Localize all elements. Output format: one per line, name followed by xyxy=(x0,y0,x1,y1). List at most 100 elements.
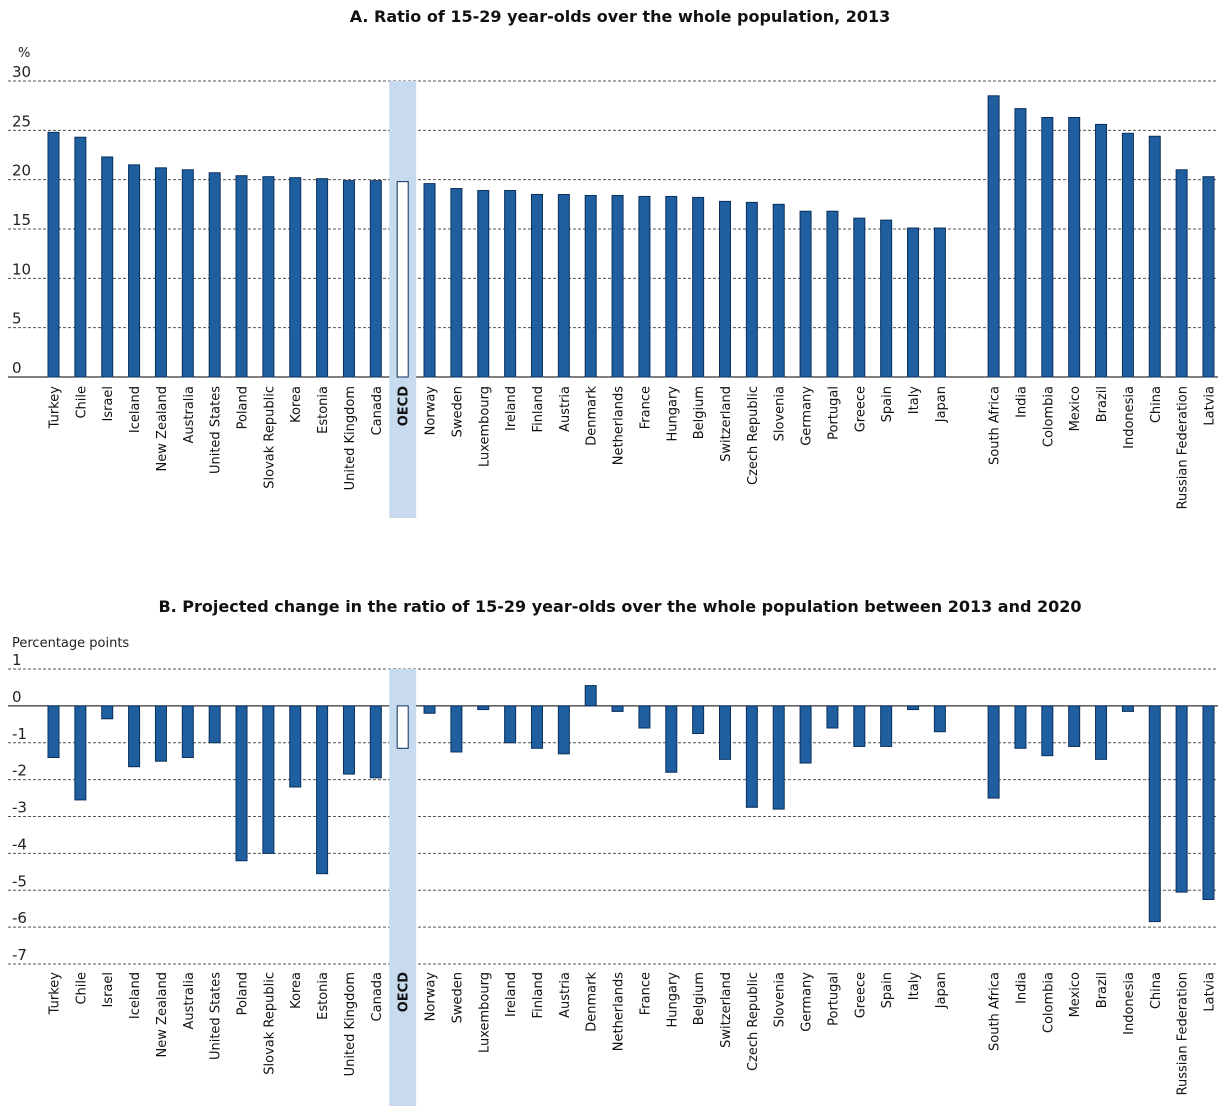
panel-a-category-label: Italy xyxy=(907,386,922,415)
panel-a-bar xyxy=(638,195,651,378)
panel-a-bar xyxy=(1041,117,1054,378)
panel-a-title: A. Ratio of 15-29 year-olds over the who… xyxy=(350,7,891,26)
panel-b-bar xyxy=(719,705,731,760)
panel-b-category-label: Spain xyxy=(880,972,895,1008)
panel-a-bar xyxy=(128,164,141,378)
panel-a-bar xyxy=(181,169,194,378)
panel-a-bar xyxy=(530,193,543,378)
panel-a-category-label: Japan xyxy=(934,386,949,423)
panel-a-bar xyxy=(316,178,329,378)
panel-a-bar xyxy=(369,180,382,378)
panel-a-bar xyxy=(47,131,60,378)
panel-a-bar xyxy=(1068,117,1081,378)
panel-b-bar xyxy=(477,705,490,711)
panel-b-category-label: Portugal xyxy=(826,972,841,1026)
panel-b-category-label: France xyxy=(638,972,653,1015)
panel-b-category-label: Mexico xyxy=(1068,972,1083,1017)
panel-b-category-label: Korea xyxy=(289,972,304,1009)
panel-b-category-label: New Zealand xyxy=(155,972,170,1057)
panel-a-y-unit: % xyxy=(18,46,30,61)
panel-a-bar xyxy=(907,227,920,378)
panel-a-category-label: Belgium xyxy=(692,386,707,439)
panel-a-bar xyxy=(853,217,866,378)
panel-a-category-label: Turkey xyxy=(48,386,63,430)
panel-b-category-label: United Kingdom xyxy=(343,972,358,1076)
panel-b-category-label: Brazil xyxy=(1095,972,1110,1008)
panel-a-bar xyxy=(342,180,355,378)
panel-a-bar xyxy=(423,183,436,378)
panel-a-category-label: Canada xyxy=(370,386,385,435)
panel-b-bar xyxy=(396,705,409,749)
panel-b-bar xyxy=(1202,705,1215,900)
panel-a-bar xyxy=(477,190,490,378)
panel-a-y-tick-label: 25 xyxy=(12,112,31,130)
panel-b-category-label: Canada xyxy=(370,972,385,1021)
panel-a-bar xyxy=(396,181,409,378)
panel-b-bar xyxy=(1175,705,1188,893)
panel-b-bar xyxy=(342,705,355,775)
panel-a-y-ticks: 0 5 10 15 20 25 30 xyxy=(12,63,31,377)
panel-a-bar xyxy=(799,210,812,378)
panel-a-category-label: Spain xyxy=(880,386,895,422)
panel-b-y-tick-label: -4 xyxy=(12,835,27,853)
panel-a-bar xyxy=(880,219,893,378)
panel-b-bar xyxy=(208,705,221,744)
panel-b-category-label: Germany xyxy=(800,972,815,1032)
panel-b-bar xyxy=(557,705,570,755)
panel-b-bar xyxy=(101,705,114,720)
panel-a-category-label: Germany xyxy=(800,386,815,446)
panel-b-category-label: Russian Federation xyxy=(1176,972,1191,1095)
panel-b-category-label: Czech Republic xyxy=(746,972,761,1071)
panel-b-bar xyxy=(1148,705,1161,923)
panel-a-category-label: Mexico xyxy=(1068,386,1083,431)
panel-a-category-label: China xyxy=(1149,386,1164,423)
panel-b-y-ticks: 1 0 -1 -2 -3 -4 -5 -6 -7 xyxy=(12,651,27,964)
panel-a-category-label: Indonesia xyxy=(1122,386,1137,449)
panel-b-bar xyxy=(1014,705,1027,749)
panel-a-bars xyxy=(47,95,1215,378)
panel-a-bar xyxy=(1148,135,1161,378)
panel-b-y-tick-label: 0 xyxy=(12,688,22,706)
panel-a-bar xyxy=(772,203,785,378)
panel-b-category-label: Greece xyxy=(853,972,868,1018)
panel-b-category-label: Poland xyxy=(236,972,251,1015)
panel-b-bar xyxy=(450,705,463,753)
panel-a-y-tick-label: 0 xyxy=(12,359,22,377)
panel-a-bar xyxy=(1095,123,1108,378)
panel-b-y-tick-label: -1 xyxy=(12,725,27,743)
panel-b-category-label: Japan xyxy=(934,972,949,1009)
panel-a-category-label: Portugal xyxy=(826,386,841,440)
panel-a-bar xyxy=(692,196,705,378)
panel-b-bar xyxy=(772,705,785,810)
panel-a-bar xyxy=(262,176,275,378)
panel-a-category-label: Greece xyxy=(853,386,868,432)
panel-a-bar xyxy=(235,175,248,378)
panel-a-bar xyxy=(826,210,839,378)
panel-a-category-label: Poland xyxy=(236,386,251,429)
panel-a: A. Ratio of 15-29 year-olds over the who… xyxy=(8,7,1218,518)
panel-b-bar xyxy=(638,705,651,729)
panel-b-category-label: Netherlands xyxy=(612,972,627,1051)
panel-b-bar xyxy=(235,705,248,862)
panel-b-category-label: Norway xyxy=(424,972,439,1022)
panel-b-category-label: Estonia xyxy=(316,972,331,1020)
panel-b-category-label: Sweden xyxy=(450,972,465,1023)
panel-a-category-label: South Africa xyxy=(988,386,1003,465)
panel-b-category-label: Colombia xyxy=(1041,972,1056,1033)
panel-a-category-label: Netherlands xyxy=(612,386,627,465)
panel-b-bar xyxy=(530,705,543,749)
panel-a-category-label: Luxembourg xyxy=(477,386,492,467)
panel-b-category-label: Chile xyxy=(74,972,89,1005)
panel-a-y-tick-label: 15 xyxy=(12,211,31,229)
panel-a-y-tick-label: 30 xyxy=(12,63,31,81)
panel-a-bar xyxy=(504,190,517,378)
panel-b-bar xyxy=(1121,705,1134,712)
panel-b-y-tick-label: -5 xyxy=(12,872,27,890)
panel-b: B. Projected change in the ratio of 15-2… xyxy=(8,597,1218,1106)
panel-b-bar xyxy=(262,705,275,854)
panel-b-bar xyxy=(987,705,1000,799)
panel-a-bar xyxy=(665,195,678,378)
panel-a-category-label: Latvia xyxy=(1202,386,1217,426)
panel-b-category-label: Slovak Republic xyxy=(262,972,277,1075)
panel-a-category-label: Korea xyxy=(289,386,304,423)
